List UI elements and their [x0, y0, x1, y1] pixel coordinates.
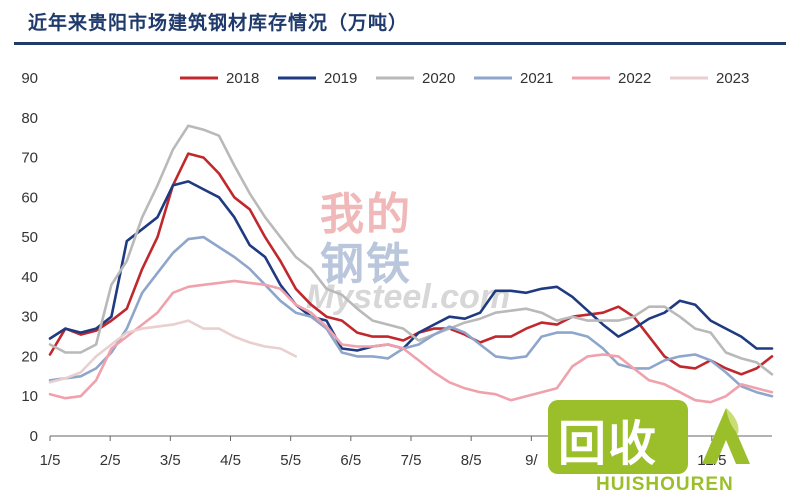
leaf-icon: [702, 408, 750, 464]
y-tick-label: 0: [30, 428, 38, 445]
y-tick-label: 60: [21, 189, 38, 206]
x-tick-label: 8/5: [461, 452, 482, 469]
x-tick-label: 1/5: [40, 452, 61, 469]
y-tick-label: 40: [21, 269, 38, 286]
watermark-line1: 我的: [320, 189, 412, 240]
legend: 2018 2019 2020 2021 2022 2023: [180, 70, 749, 87]
y-tick-label: 90: [21, 70, 38, 87]
x-tick-label: 7/5: [401, 452, 422, 469]
y-tick-label: 10: [21, 388, 38, 405]
y-tick-label: 80: [21, 110, 38, 127]
watermark-brand: Mysteel.com: [306, 278, 511, 316]
y-tick-label: 30: [21, 309, 38, 326]
x-tick-label: 3/5: [160, 452, 181, 469]
legend-label-2019: 2019: [324, 70, 357, 87]
x-tick-label: 4/5: [220, 452, 241, 469]
series-line-2021: [48, 235, 774, 398]
x-tick-label: 5/5: [280, 452, 301, 469]
series-line-2022: [48, 279, 774, 404]
y-tick-label: 50: [21, 229, 38, 246]
logo-subtext: HUISHOUREN: [596, 474, 734, 495]
legend-label-2021: 2021: [520, 70, 553, 87]
watermark-line2: 钢铁: [320, 239, 412, 290]
logo-background: [548, 400, 688, 474]
x-tick-label: 6/5: [340, 452, 361, 469]
series-line-2023: [48, 319, 298, 384]
legend-label-2022: 2022: [618, 70, 651, 87]
logo-text: 回收: [558, 416, 659, 472]
y-axis-ticks: 0 10 20 30 40 50 60 70 80 90: [21, 70, 38, 445]
title-rule: [14, 42, 786, 45]
chart-title: 近年来贵阳市场建筑钢材库存情况（万吨）: [28, 12, 409, 34]
legend-label-2020: 2020: [422, 70, 455, 87]
x-tick-label: 2/5: [100, 452, 121, 469]
y-tick-label: 20: [21, 348, 38, 365]
x-tick-label: 9/: [525, 452, 538, 469]
legend-label-2018: 2018: [226, 70, 259, 87]
y-tick-label: 70: [21, 150, 38, 167]
series-lines: [48, 124, 774, 404]
series-line-2019: [48, 180, 774, 352]
series-line-2018: [48, 152, 774, 376]
series-line-2020: [48, 124, 774, 376]
x-axis-ticks: 1/52/53/54/55/56/57/58/59/512/5: [40, 436, 726, 469]
legend-label-2023: 2023: [716, 70, 749, 87]
